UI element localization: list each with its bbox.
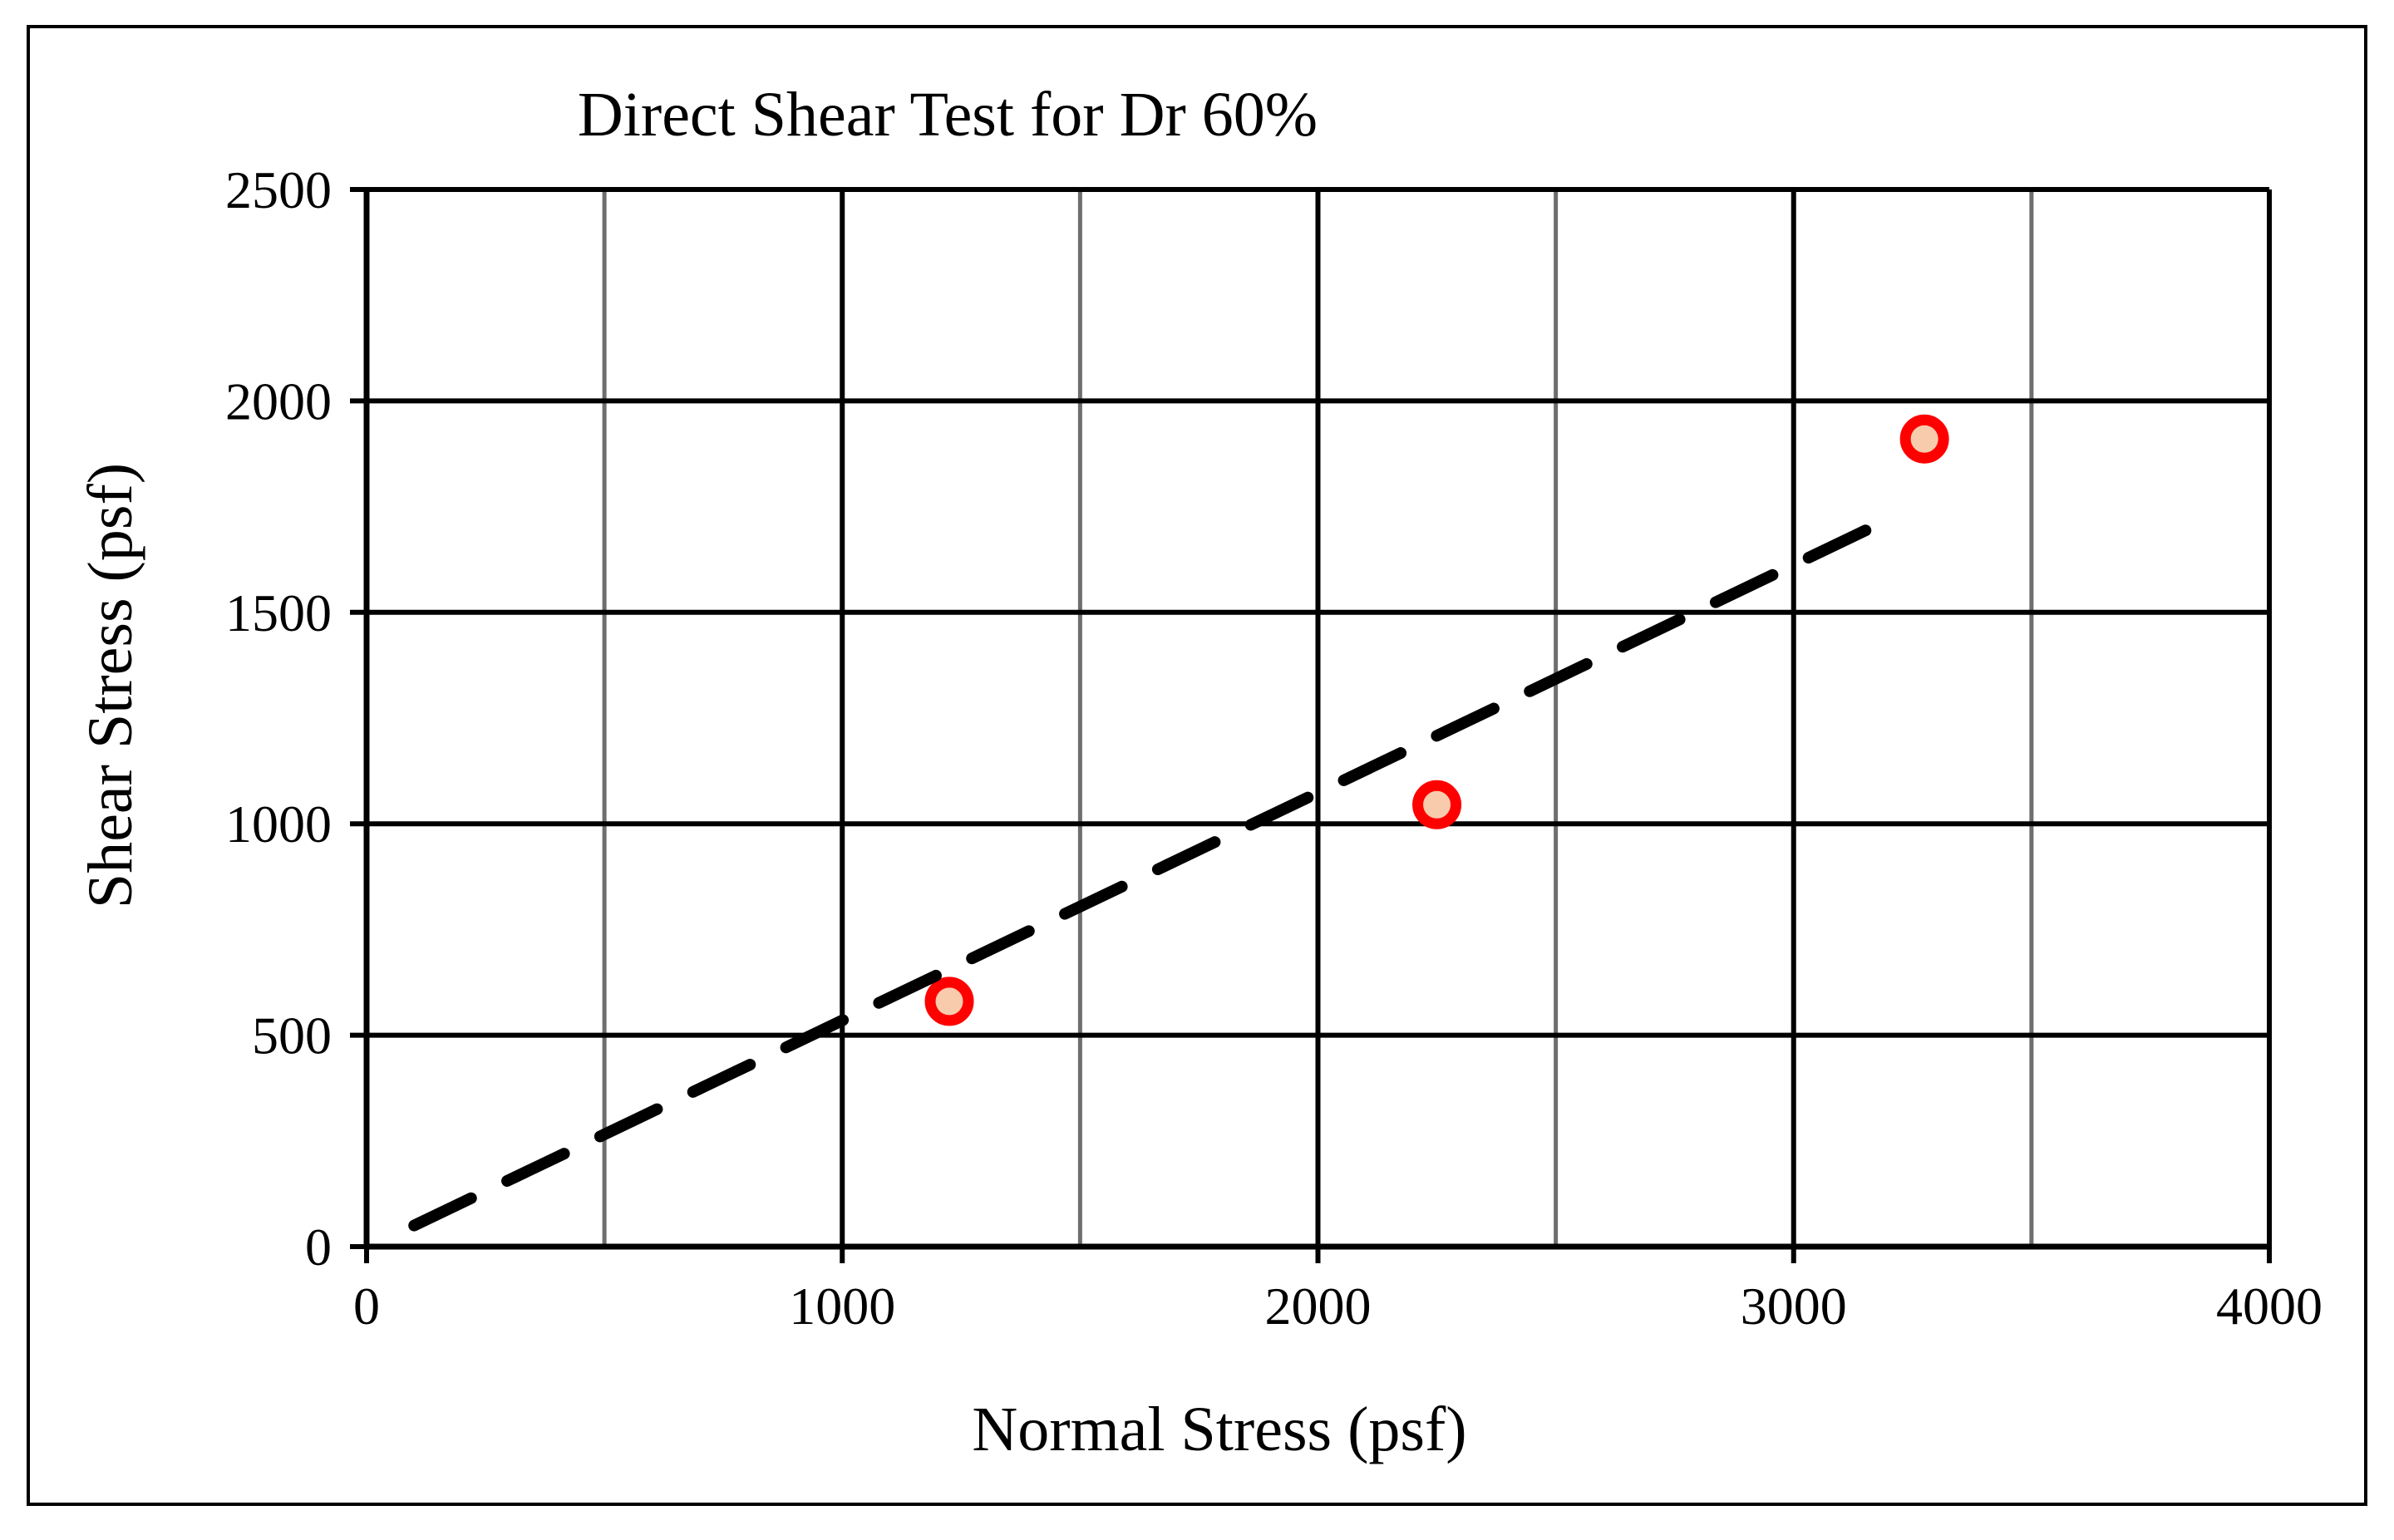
y-tick-label-4: 2000	[225, 371, 332, 431]
x-tick-label-3: 3000	[1741, 1277, 1847, 1336]
x-axis-label: Normal Stress (psf)	[972, 1395, 1466, 1464]
axes-layer	[350, 187, 2272, 1263]
x-tick-label-2: 2000	[1265, 1277, 1372, 1336]
figure-frame	[27, 25, 2367, 1506]
y-tick-label-3: 1500	[225, 583, 332, 642]
data-point-0	[924, 977, 974, 1026]
x-tick-label-1: 1000	[789, 1277, 895, 1336]
x-tick-label-4: 4000	[2216, 1277, 2323, 1336]
series-layer	[408, 414, 1949, 1232]
data-point-2	[1899, 414, 1949, 464]
y-tick-label-0: 0	[305, 1218, 332, 1277]
chart-title: Direct Shear Test for Dr 60%	[578, 80, 1318, 150]
x-tick-label-0: 0	[353, 1277, 380, 1336]
data-point-1	[1412, 780, 1462, 829]
y-axis-label: Shear Stress (psf)	[76, 463, 145, 908]
tick-label-layer: 0 1000 2000 3000 4000 0 500 1000 1500 2000 2500	[225, 160, 2323, 1336]
y-tick-label-1: 500	[252, 1006, 332, 1065]
trendline-dashed	[408, 513, 1895, 1232]
y-tick-label-2: 1000	[225, 795, 332, 854]
y-tick-label-5: 2500	[225, 160, 332, 219]
